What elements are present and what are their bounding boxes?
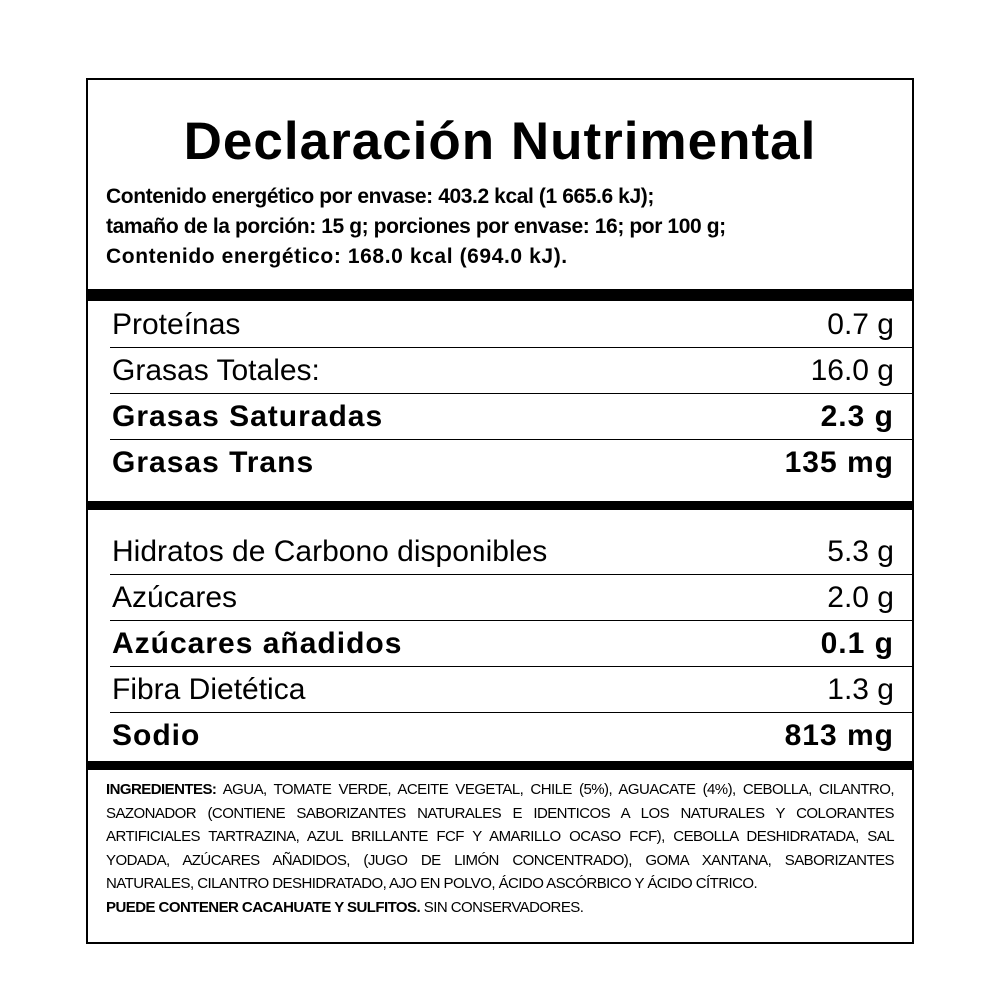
nutrient-value: 2.3 g: [820, 399, 894, 433]
label-title: Declaración Nutrimental: [183, 112, 817, 171]
nutrient-name: Grasas Totales:: [112, 353, 320, 387]
nutrient-value: 16.0 g: [810, 353, 894, 387]
energy-line-3: Contenido energético: 168.0 kcal (694.0 …: [106, 245, 568, 268]
nutrient-row: Grasas Totales: 16.0 g: [110, 348, 912, 394]
nutrition-label: Declaración Nutrimental Contenido energé…: [86, 78, 914, 944]
ingredients-text: AGUA, TOMATE VERDE, ACEITE VEGETAL, CHIL…: [106, 781, 895, 892]
nutrient-value: 135 mg: [784, 445, 894, 479]
nutrient-row: Sodio 813 mg: [110, 713, 912, 758]
nutrient-value: 0.1 g: [820, 626, 894, 660]
nutrient-name: Azúcares: [112, 580, 238, 614]
nutrient-name: Hidratos de Carbono disponibles: [112, 534, 548, 568]
nutrient-value: 2.0 g: [827, 580, 894, 614]
divider-thick: [88, 501, 912, 510]
nutrient-name: Grasas Trans: [112, 445, 315, 479]
nutrient-row: Azúcares añadidos 0.1 g: [110, 621, 912, 667]
nutrient-row: Grasas Saturadas 2.3 g: [110, 394, 912, 440]
energy-line-1: Contenido energético por envase: 403.2 k…: [106, 185, 654, 208]
allergen-warning: PUEDE CONTENER CACAHUATE Y SULFITOS.: [106, 898, 421, 916]
nutrient-name: Proteínas: [112, 307, 241, 341]
nutrient-value: 1.3 g: [827, 672, 894, 706]
divider-thick: [88, 761, 912, 770]
ingredients: INGREDIENTES: AGUA, TOMATE VERDE, ACEITE…: [106, 778, 895, 919]
nutrient-row: Fibra Dietética 1.3 g: [110, 667, 912, 713]
preservatives-note: SIN CONSERVADORES.: [423, 898, 584, 916]
nutrient-value: 0.7 g: [827, 307, 894, 341]
nutrient-name: Sodio: [112, 718, 201, 752]
nutrient-value: 813 mg: [784, 718, 894, 752]
nutrient-name: Azúcares añadidos: [112, 626, 403, 660]
nutrient-name: Fibra Dietética: [112, 672, 306, 706]
nutrient-row: Hidratos de Carbono disponibles 5.3 g: [110, 529, 912, 575]
nutrient-name: Grasas Saturadas: [112, 399, 384, 433]
energy-line-2: tamaño de la porción: 15 g; porciones po…: [106, 215, 726, 238]
nutrient-value: 5.3 g: [827, 534, 894, 568]
nutrient-row: Azúcares 2.0 g: [110, 575, 912, 621]
energy-info: Contenido energético por envase: 403.2 k…: [106, 182, 726, 272]
nutrient-row: Proteínas 0.7 g: [110, 302, 912, 348]
divider-thick: [88, 289, 912, 301]
ingredients-label: INGREDIENTES:: [106, 781, 217, 798]
nutrient-row: Grasas Trans 135 mg: [110, 440, 912, 485]
